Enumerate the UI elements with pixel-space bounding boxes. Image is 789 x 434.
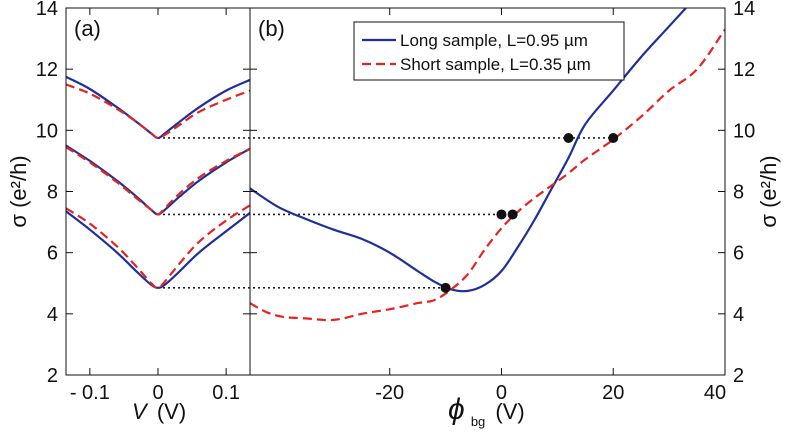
x-tick-label-b: -20: [375, 382, 404, 404]
panel-a-short-series-3: [66, 146, 250, 216]
x-tick-label-b: 40: [704, 382, 726, 404]
y-tick-label-right: 2: [733, 365, 744, 387]
series-group: [66, 8, 725, 322]
panel-b-label: (b): [258, 16, 285, 41]
x-tick-label-a: 0.1: [212, 382, 240, 404]
axes-group: 2 2 4 4 6 6 8 8 10 10 12 12 14 14 - 0.1 0 0.1 -20 0 20 40: [36, 0, 756, 404]
y-tick-label-left: 10: [36, 120, 58, 142]
marker-group: [440, 132, 619, 293]
y-tick-label-left: 8: [47, 182, 58, 204]
y-tick-label-left: 4: [47, 304, 58, 326]
y-tick-label-right: 6: [733, 243, 744, 265]
x-axis-label-a: V (V): [132, 399, 186, 424]
y-tick-label-right: 4: [733, 304, 744, 326]
x-axis-label-a-symbol: V: [132, 399, 149, 424]
panel-a-frame: [65, 7, 251, 376]
x-axis-label-b-symbol: ϕ: [448, 393, 465, 426]
x-axis-label-b: ϕ bg (V): [448, 393, 525, 429]
panel-a-short-series-1: [66, 83, 250, 140]
x-axis-label-b-unit: (V): [495, 399, 524, 424]
x-axis-label-a-unit: (V): [157, 399, 186, 424]
panel-b-long-series-0: [250, 8, 687, 293]
x-tick-label-a: - 0.1: [70, 382, 110, 404]
panel-a-short-series-5: [66, 204, 250, 289]
panel-a-label: (a): [74, 16, 101, 41]
data-marker: [507, 209, 518, 220]
x-tick-label-b: 20: [602, 382, 624, 404]
x-tick-label-b: 0: [496, 382, 507, 404]
y-tick-label-right: 10: [733, 120, 755, 142]
y-tick-label-right: 8: [733, 182, 744, 204]
data-marker: [440, 282, 451, 293]
y-tick-label-right: 14: [733, 0, 755, 20]
data-marker: [608, 132, 619, 143]
x-tick-label-a: 0: [152, 382, 163, 404]
legend-box: [353, 21, 625, 81]
y-tick-label-left: 14: [36, 0, 58, 20]
data-marker: [563, 132, 574, 143]
y-tick-label-left: 12: [36, 59, 58, 81]
panel-a-long-series-4: [66, 210, 250, 289]
x-axis-label-b-subscript: bg: [471, 414, 485, 429]
legend: Long sample, L=0.95 µm Short sample, L=0…: [353, 21, 625, 81]
legend-entry-long: Long sample, L=0.95 µm: [400, 31, 588, 50]
data-marker: [496, 209, 507, 220]
panel-a-long-series-2: [66, 144, 250, 216]
panel-a-long-series-0: [66, 75, 250, 140]
y-axis-label-right: σ (e²/h): [756, 155, 781, 227]
legend-entry-short: Short sample, L=0.35 µm: [400, 55, 591, 74]
y-tick-label-left: 2: [47, 365, 58, 387]
y-tick-label-right: 12: [733, 59, 755, 81]
connector-lines: [158, 137, 614, 289]
y-tick-label-left: 6: [47, 243, 58, 265]
y-axis-label-left: σ (e²/h): [6, 155, 31, 227]
panel-b-short-series-1: [250, 28, 725, 322]
